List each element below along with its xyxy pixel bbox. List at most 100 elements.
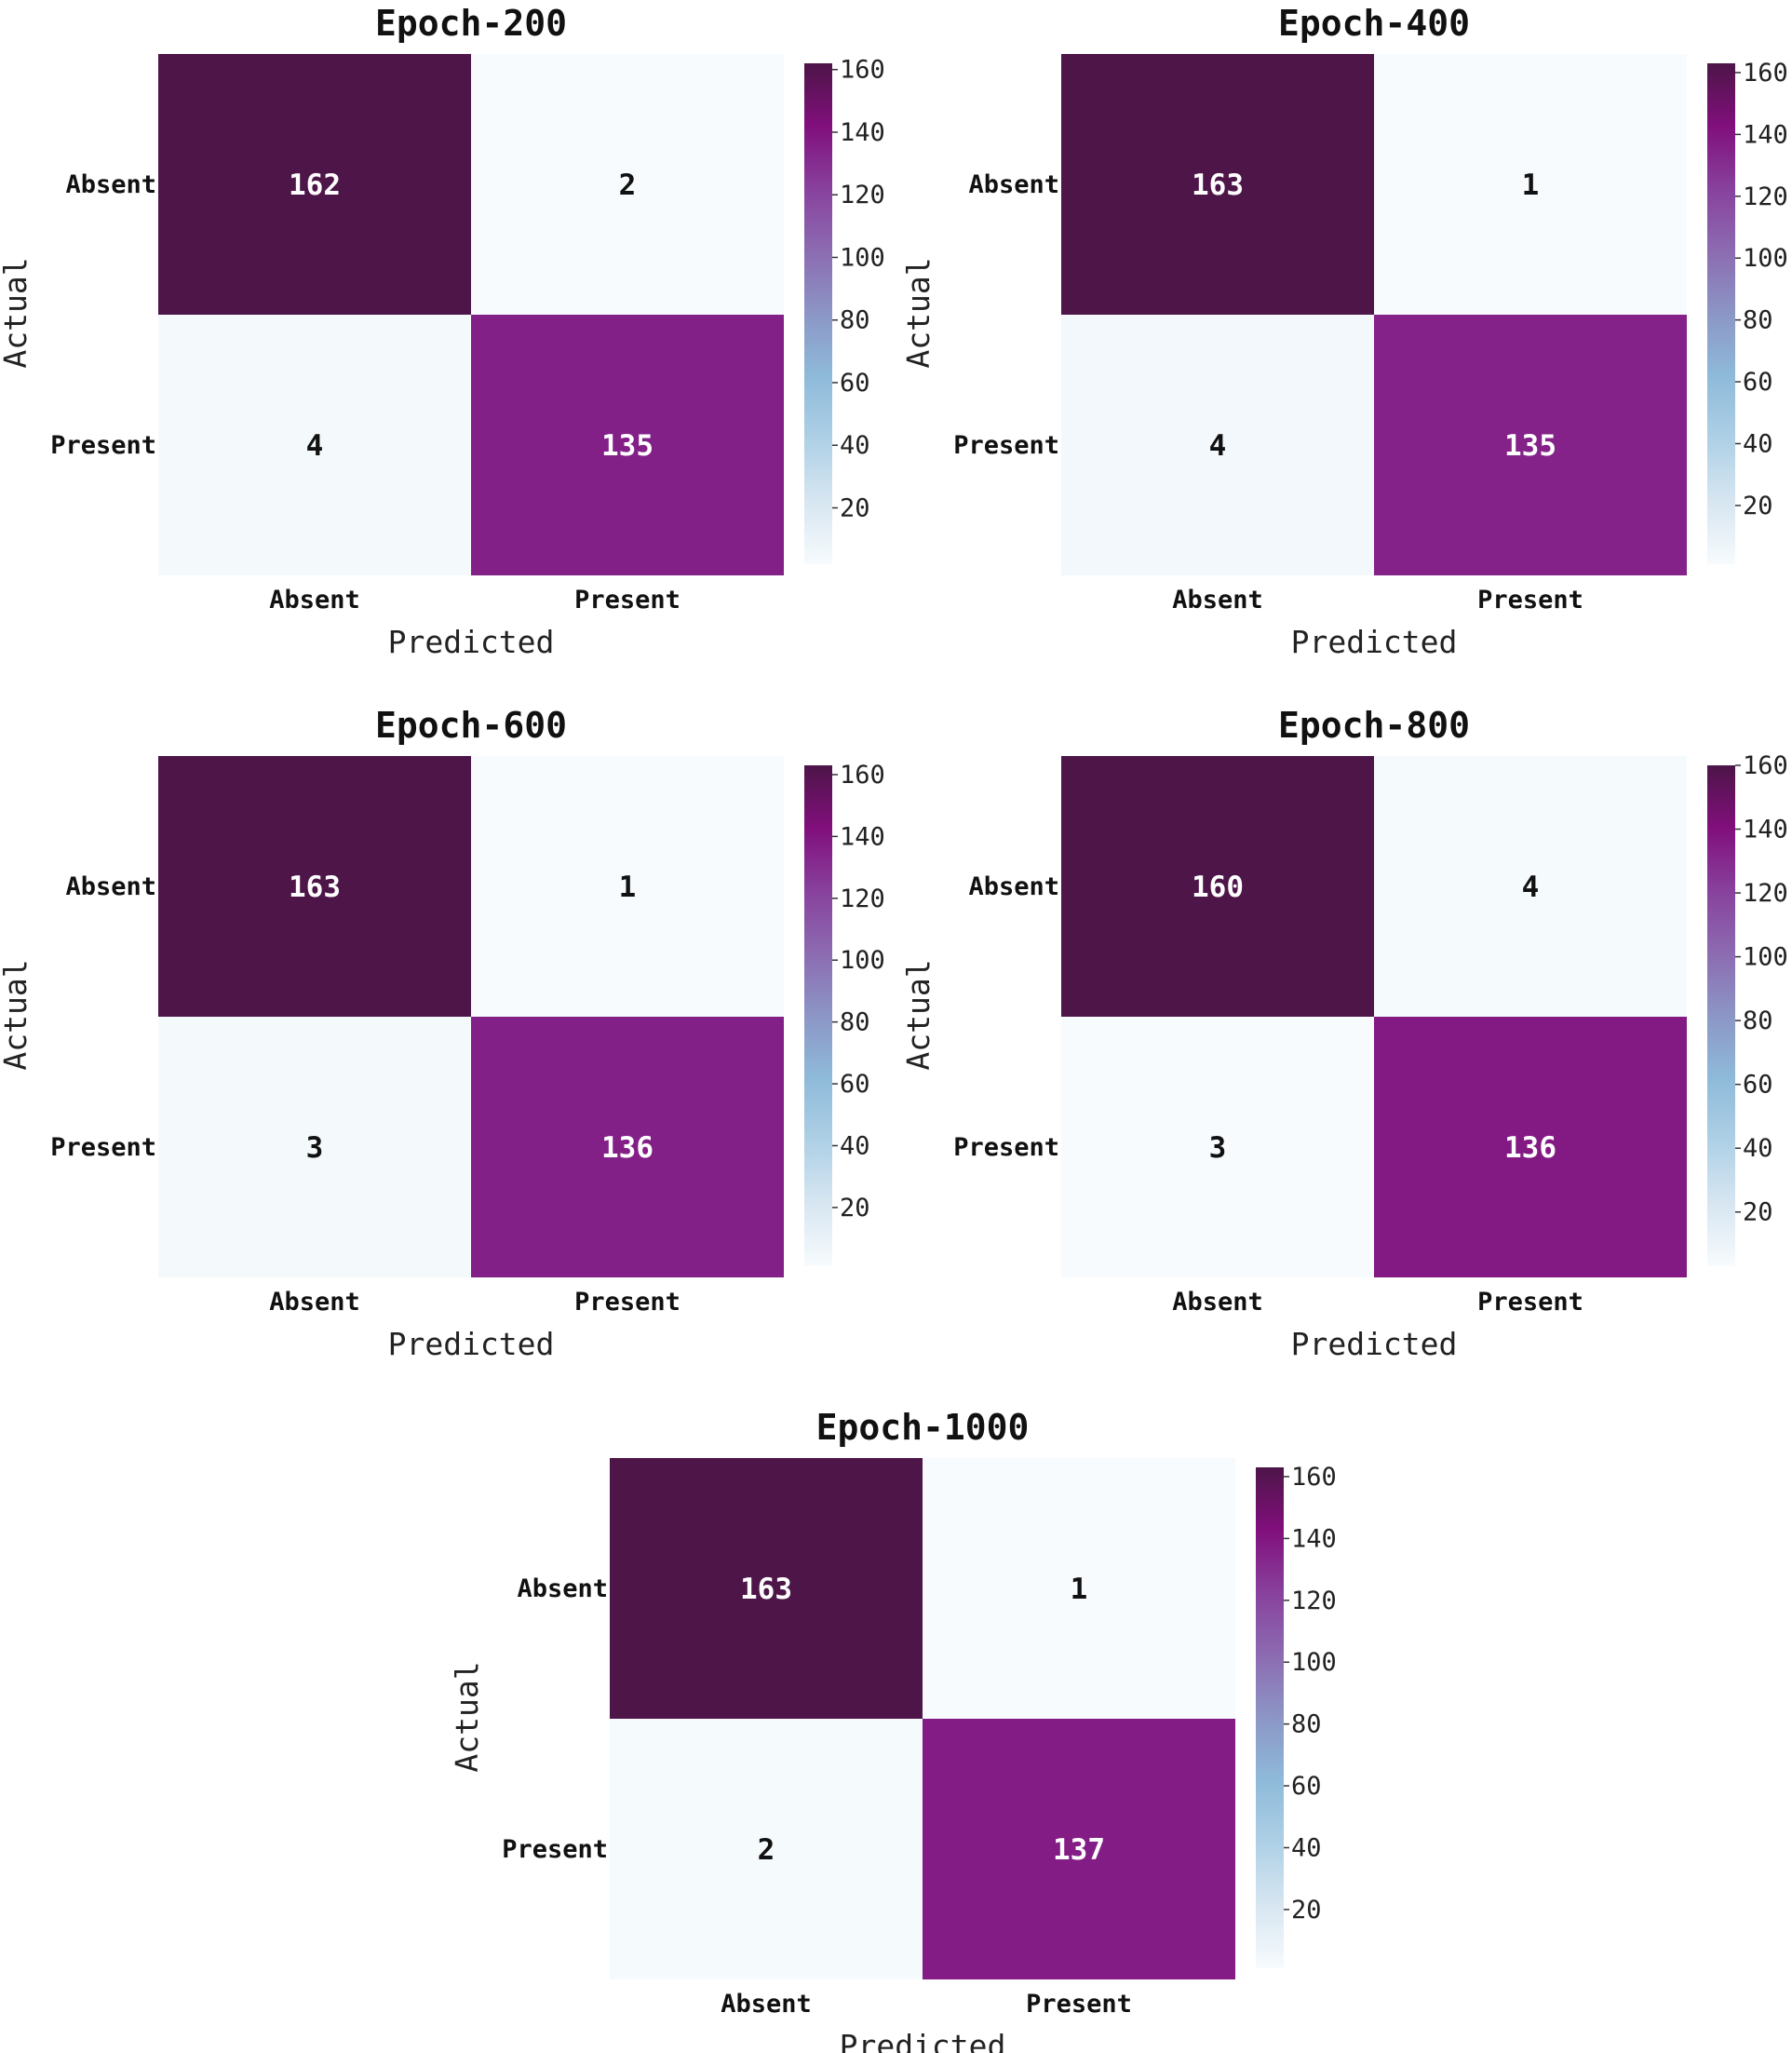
x-tick-label: Present <box>574 1288 680 1317</box>
heatmap-cell <box>471 1017 784 1277</box>
colorbar-tick-label: 100 <box>1743 943 1788 972</box>
colorbar <box>804 63 832 564</box>
x-tick-label: Present <box>1477 586 1583 615</box>
heatmap-cell <box>471 756 784 1017</box>
heatmap-cell <box>1061 756 1374 1017</box>
colorbar-tick-label: 120 <box>840 885 885 913</box>
cell-value-label: 3 <box>306 1131 324 1165</box>
chart-title: Epoch-800 <box>1278 705 1470 746</box>
colorbar-tick-label: 80 <box>840 306 870 335</box>
colorbar-tick-label: 60 <box>1743 368 1773 397</box>
colorbar-tick-label: 80 <box>1291 1710 1322 1739</box>
y-tick-label: Absent <box>65 872 156 901</box>
y-tick-label: Present <box>953 1133 1059 1162</box>
heatmap-cell <box>923 1458 1235 1719</box>
colorbar-tick-label: 120 <box>1743 879 1788 908</box>
cell-value-label: 1 <box>1071 1573 1088 1606</box>
heatmap-cell <box>1061 315 1374 575</box>
x-axis-label: Predicted <box>388 1326 555 1362</box>
y-tick-label: Absent <box>968 170 1059 199</box>
x-tick-label: Present <box>1026 1990 1132 2019</box>
colorbar-tick-label: 20 <box>1291 1896 1322 1925</box>
colorbar-tick-label: 140 <box>840 822 885 851</box>
heatmap-cell <box>158 315 471 575</box>
colorbar-tick-label: 100 <box>840 243 885 272</box>
colorbar-tick-label: 160 <box>1291 1463 1337 1492</box>
colorbar-tick-label: 20 <box>840 493 870 522</box>
x-tick-label: Absent <box>1172 586 1263 615</box>
colorbar-tick-label: 100 <box>1291 1648 1337 1677</box>
colorbar-tick-label: 60 <box>840 369 870 398</box>
confusion-matrix-1: Epoch-200 162 2 4 135 Absent Present Absent Pres… <box>0 3 885 660</box>
heatmap-cell <box>158 54 471 315</box>
colorbar-tick-label: 20 <box>1743 1198 1773 1227</box>
x-tick-label: Absent <box>721 1990 812 2019</box>
colorbar-tick-label: 120 <box>1743 182 1788 211</box>
confusion-matrix-3: Epoch-600 163 1 3 136 Absent Present Absent Pres… <box>0 705 885 1362</box>
colorbar-tick-label: 60 <box>1743 1071 1773 1100</box>
y-axis-label: Actual <box>0 257 34 368</box>
x-axis-label: Predicted <box>1291 1326 1458 1362</box>
colorbar-tick-label: 140 <box>840 118 885 147</box>
colorbar-tick-label: 160 <box>1743 751 1788 780</box>
colorbar-tick-label: 160 <box>840 761 885 790</box>
cell-value-label: 163 <box>289 871 341 904</box>
heatmap-cell <box>158 756 471 1017</box>
colorbar <box>1707 765 1735 1266</box>
heatmap-cell <box>1061 54 1374 315</box>
colorbar-tick-label: 40 <box>1743 1134 1773 1163</box>
y-tick-label: Absent <box>65 170 156 199</box>
heatmap-cell <box>158 1017 471 1277</box>
colorbar-tick-label: 80 <box>1743 306 1773 335</box>
x-tick-label: Absent <box>1172 1288 1263 1317</box>
colorbar-tick-label: 140 <box>1743 816 1788 844</box>
cell-value-label: 136 <box>601 1131 653 1165</box>
cell-value-label: 1 <box>619 871 637 904</box>
chart-title: Epoch-1000 <box>816 1407 1030 1448</box>
colorbar-tick-label: 40 <box>1743 429 1773 458</box>
heatmap-cell <box>1374 54 1687 315</box>
heatmap-cell <box>610 1719 923 1979</box>
heatmap-cell <box>471 54 784 315</box>
colorbar-tick-label: 160 <box>840 56 885 85</box>
x-tick-label: Present <box>574 586 680 615</box>
chart-title: Epoch-400 <box>1278 3 1470 44</box>
colorbar-tick-label: 20 <box>1743 492 1773 520</box>
heatmap-cell <box>610 1458 923 1719</box>
cell-value-label: 135 <box>601 429 653 463</box>
colorbar-tick-label: 40 <box>840 431 870 460</box>
colorbar-tick-label: 100 <box>840 946 885 975</box>
colorbar <box>804 765 832 1266</box>
cell-value-label: 163 <box>1192 169 1244 202</box>
y-tick-label: Present <box>50 1133 156 1162</box>
y-axis-label: Actual <box>900 959 936 1070</box>
chart-title: Epoch-200 <box>375 3 567 44</box>
cell-value-label: 160 <box>1192 871 1244 904</box>
colorbar-tick-label: 60 <box>840 1070 870 1099</box>
heatmap-cell <box>1374 756 1687 1017</box>
cell-value-label: 4 <box>306 429 324 463</box>
y-tick-label: Absent <box>968 872 1059 901</box>
cell-value-label: 2 <box>619 169 637 202</box>
x-axis-label: Predicted <box>840 2028 1006 2053</box>
cell-value-label: 2 <box>758 1833 775 1867</box>
y-tick-label: Present <box>953 431 1059 460</box>
cell-value-label: 135 <box>1504 429 1556 463</box>
colorbar <box>1256 1467 1284 1968</box>
colorbar-tick-label: 40 <box>840 1131 870 1160</box>
cell-value-label: 163 <box>740 1573 792 1606</box>
cell-value-label: 1 <box>1522 169 1540 202</box>
x-tick-label: Absent <box>269 586 360 615</box>
colorbar-tick-label: 80 <box>1743 1006 1773 1035</box>
heatmap-cell <box>1061 1017 1374 1277</box>
y-axis-label: Actual <box>900 257 936 368</box>
y-tick-label: Present <box>502 1835 608 1864</box>
heatmap-cell <box>471 315 784 575</box>
x-axis-label: Predicted <box>388 624 555 660</box>
colorbar-tick-label: 20 <box>840 1194 870 1222</box>
colorbar-tick-label: 140 <box>1291 1524 1337 1553</box>
chart-title: Epoch-600 <box>375 705 567 746</box>
y-tick-label: Absent <box>517 1574 608 1603</box>
colorbar-tick-label: 60 <box>1291 1772 1322 1801</box>
